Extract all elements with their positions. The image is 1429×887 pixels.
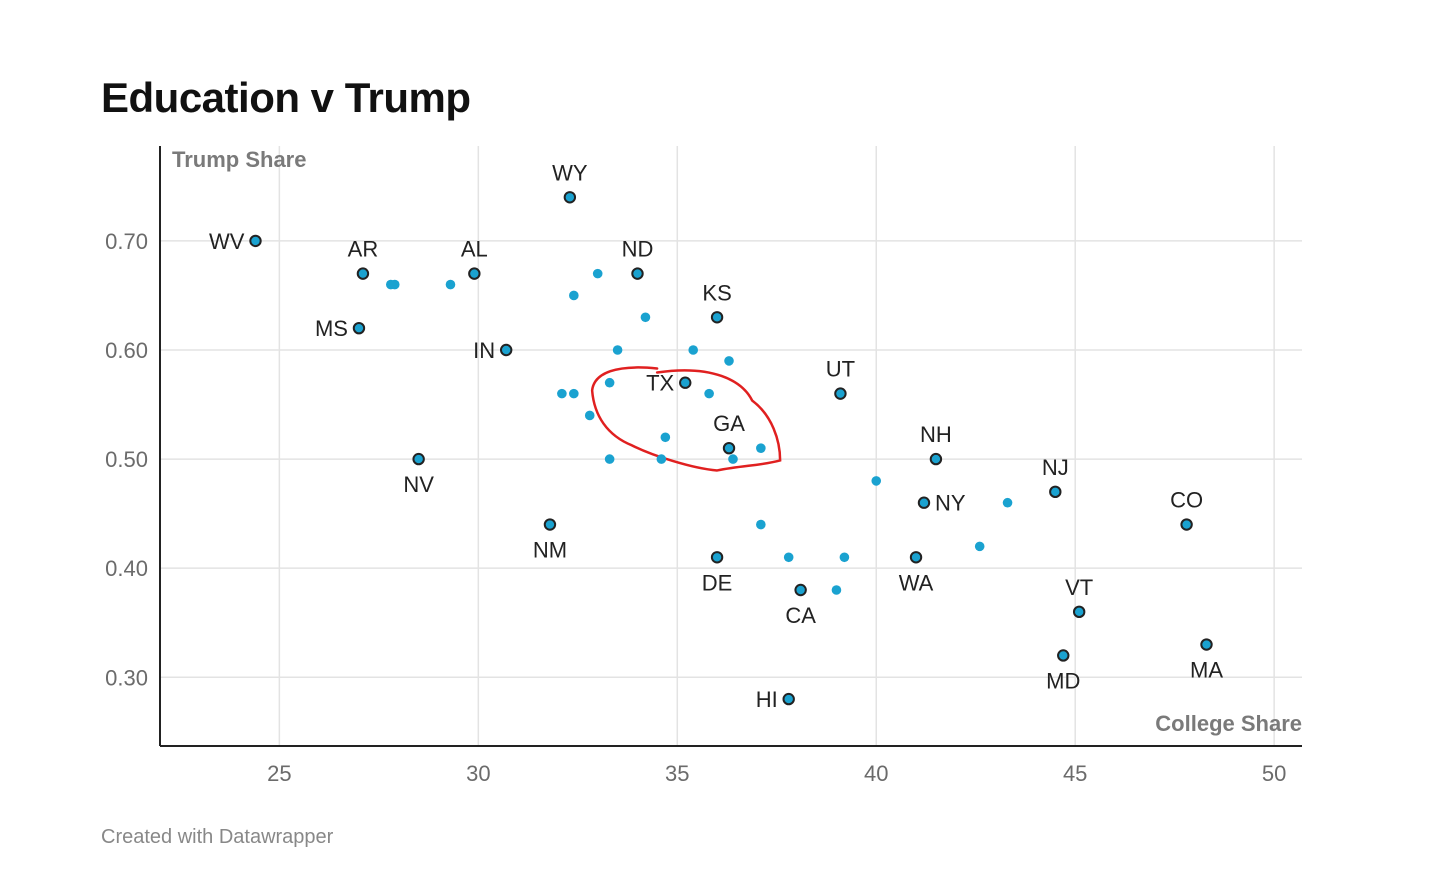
data-point-in <box>499 343 513 357</box>
point-label-hi: HI <box>756 687 778 712</box>
x-tick-label: 25 <box>267 761 291 786</box>
point-label-in: IN <box>473 338 495 363</box>
data-point-al <box>468 267 481 280</box>
point-label-wy: WY <box>552 160 588 185</box>
data-point <box>569 388 579 399</box>
point-label-nv: NV <box>403 472 434 497</box>
point-label-md: MD <box>1046 668 1080 693</box>
data-point <box>660 432 671 443</box>
data-point-nv <box>412 452 425 466</box>
point-label-nj: NJ <box>1042 455 1069 480</box>
point-label-de: DE <box>702 570 733 595</box>
data-point-hi <box>782 692 795 706</box>
data-point <box>839 552 850 563</box>
data-point-nh <box>929 452 943 466</box>
data-point-nm <box>543 518 557 531</box>
x-axis-title: College Share <box>1155 711 1302 736</box>
point-label-co: CO <box>1170 488 1203 513</box>
x-tick-label: 35 <box>665 761 689 786</box>
data-point-co <box>1180 518 1193 531</box>
data-point-ma <box>1200 638 1213 651</box>
data-point <box>756 443 766 453</box>
data-point <box>1002 497 1013 508</box>
data-point-wy <box>563 191 577 204</box>
data-point <box>592 268 603 279</box>
data-point <box>557 388 567 399</box>
y-tick-label: 0.40 <box>105 556 148 581</box>
data-point <box>584 410 595 421</box>
data-point-nj <box>1049 485 1062 499</box>
y-tick-label: 0.70 <box>105 229 148 254</box>
x-tick-label: 30 <box>466 761 490 786</box>
x-tick-label: 50 <box>1262 761 1286 786</box>
data-point-vt <box>1072 605 1086 619</box>
data-point-ms <box>352 321 366 335</box>
data-point-wv <box>249 234 262 248</box>
point-label-al: AL <box>461 237 488 262</box>
point-label-ar: AR <box>348 237 379 262</box>
data-point-ut <box>834 387 847 400</box>
data-point <box>688 345 698 355</box>
data-point <box>389 279 400 290</box>
point-label-ks: KS <box>702 280 731 305</box>
data-point-ks <box>710 311 724 324</box>
data-point <box>728 454 738 464</box>
y-axis-title: Trump Share <box>172 147 306 172</box>
y-tick-label: 0.30 <box>105 665 148 690</box>
point-label-ut: UT <box>826 357 855 382</box>
point-labels: WY WV AR AL ND KS MS IN UT TX GA NH NV NJ NY CO NM DE WA CA… <box>209 160 1223 712</box>
point-label-tx: TX <box>646 371 674 396</box>
point-label-ms: MS <box>315 316 348 341</box>
point-label-nh: NH <box>920 422 952 447</box>
highlight-circle <box>590 366 782 472</box>
y-tick-label: 0.60 <box>105 338 148 363</box>
data-point-md <box>1057 649 1070 662</box>
x-tick-label: 45 <box>1063 761 1087 786</box>
data-point <box>974 541 985 552</box>
data-point-nd <box>631 267 644 280</box>
point-label-ny: NY <box>935 491 966 516</box>
footer-credit: Created with Datawrapper <box>101 826 334 848</box>
annotations <box>590 366 782 472</box>
axes: 25 30 35 40 45 50 0.30 0.40 0.50 0.60 0.70 Trump Sh… <box>105 146 1302 786</box>
data-point-wa <box>909 551 923 564</box>
data-point <box>445 279 456 290</box>
data-point <box>604 454 615 464</box>
y-tick-label: 0.50 <box>105 447 148 472</box>
gridlines <box>160 146 1302 746</box>
data-point <box>704 388 714 399</box>
data-point-ar <box>356 267 370 280</box>
data-point-de <box>710 551 724 564</box>
point-label-nd: ND <box>622 237 654 262</box>
data-point-tx <box>679 376 692 389</box>
point-label-nm: NM <box>533 538 567 563</box>
chart-title: Education v Trump <box>101 74 471 121</box>
point-label-ga: GA <box>713 411 745 436</box>
data-point-ny <box>917 496 931 509</box>
data-point <box>756 519 766 530</box>
data-point <box>604 377 615 388</box>
x-tick-label: 40 <box>864 761 888 786</box>
data-point <box>612 345 623 355</box>
data-point <box>831 585 842 595</box>
point-label-ca: CA <box>785 603 816 628</box>
data-point <box>724 356 734 366</box>
point-label-wa: WA <box>899 570 934 595</box>
data-point-ca <box>794 583 807 597</box>
data-point <box>569 290 579 301</box>
data-point <box>871 476 882 486</box>
data-point <box>783 552 794 563</box>
data-points <box>249 191 1213 706</box>
point-label-vt: VT <box>1065 575 1093 600</box>
data-point <box>640 312 651 323</box>
point-label-wv: WV <box>209 229 245 254</box>
data-point <box>656 454 667 464</box>
data-point-ga <box>722 441 736 455</box>
point-label-ma: MA <box>1190 658 1223 683</box>
